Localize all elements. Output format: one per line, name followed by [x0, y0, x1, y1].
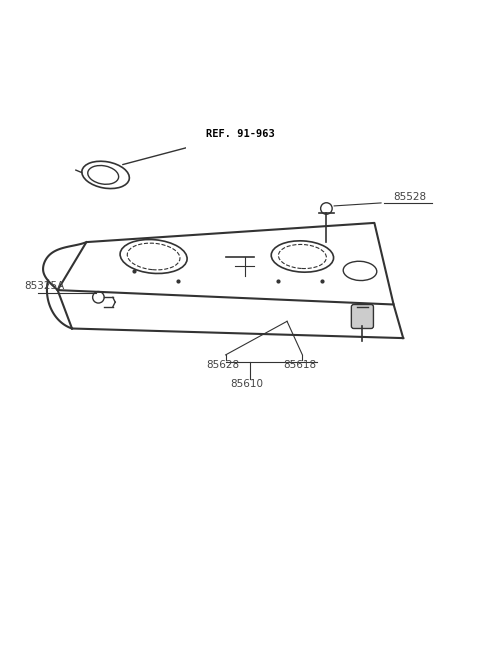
- Text: 85610: 85610: [230, 379, 264, 389]
- Text: 85628: 85628: [206, 359, 240, 370]
- Text: 85618: 85618: [283, 359, 316, 370]
- Text: 85325A: 85325A: [24, 281, 64, 291]
- Text: 85528: 85528: [394, 193, 427, 202]
- Text: REF. 91-963: REF. 91-963: [206, 129, 275, 139]
- FancyBboxPatch shape: [351, 304, 373, 328]
